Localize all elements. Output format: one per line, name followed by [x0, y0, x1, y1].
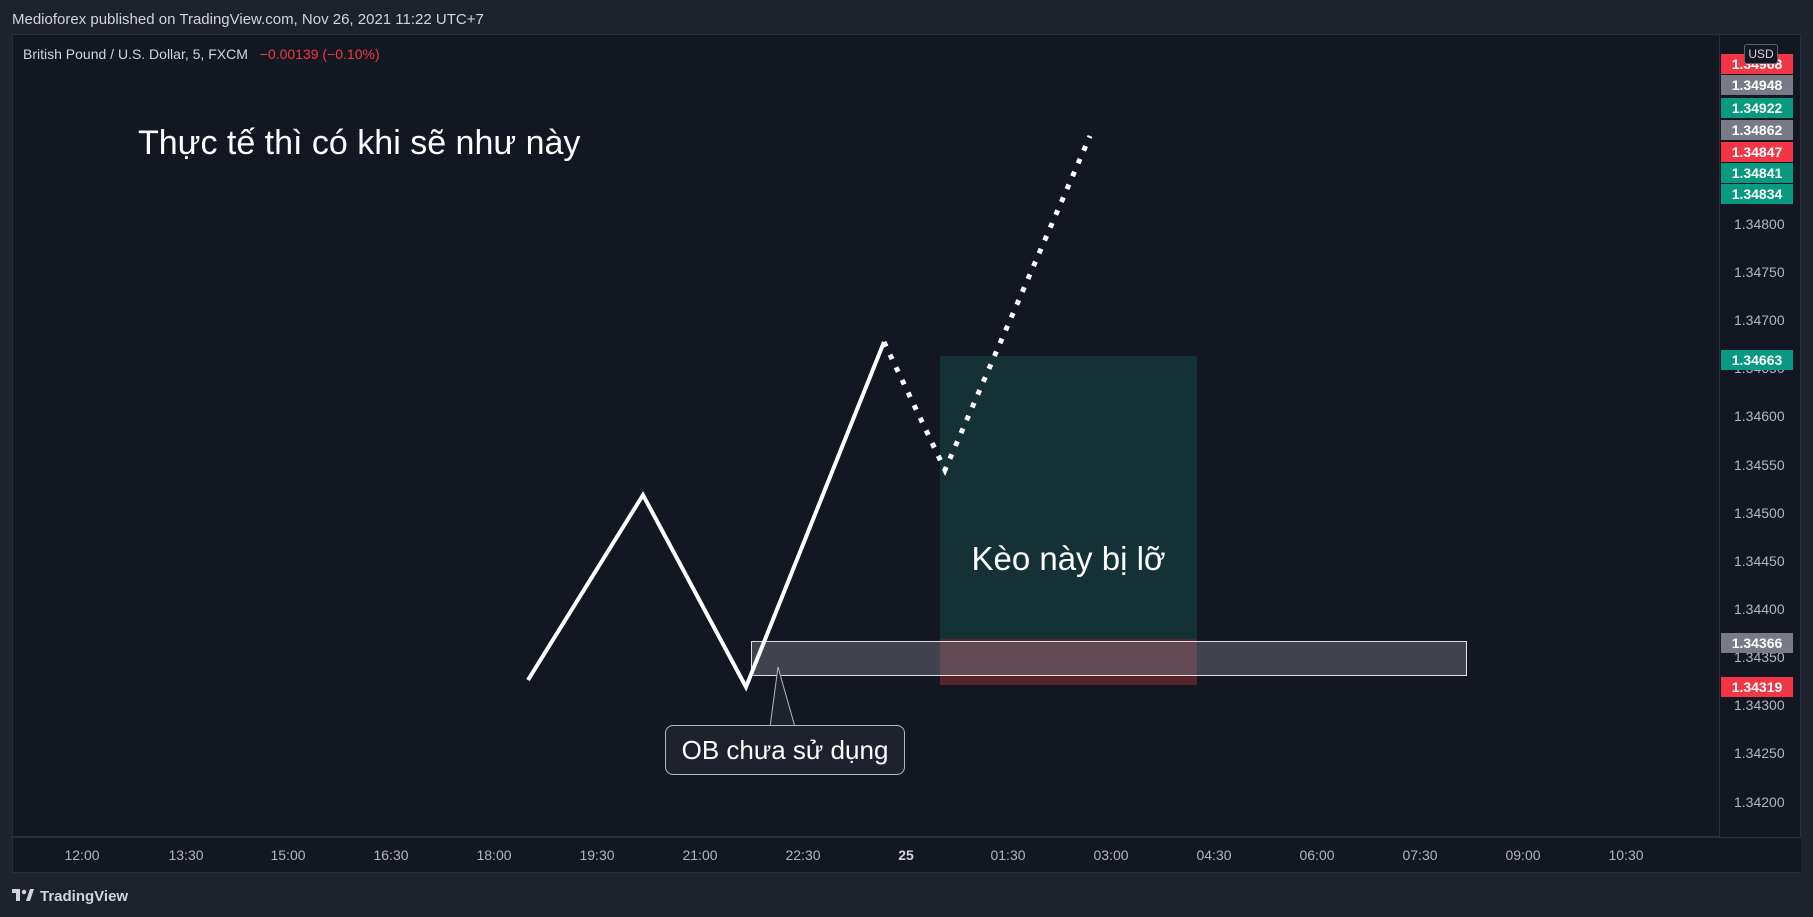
long-position-stop-zone[interactable] [940, 639, 1197, 685]
price-tick: 1.34200 [1734, 794, 1785, 810]
chart-pane[interactable] [12, 34, 1720, 837]
time-tick: 07:30 [1402, 847, 1438, 863]
time-tick: 12:00 [64, 847, 100, 863]
price-path-line[interactable] [526, 341, 886, 692]
time-tick: 13:30 [168, 847, 204, 863]
time-tick: 10:30 [1608, 847, 1644, 863]
price-tag[interactable]: 1.34834 [1721, 184, 1793, 204]
price-tick: 1.34450 [1734, 553, 1785, 569]
chart-heading-text[interactable]: Thực tế thì có khi sẽ như này [138, 124, 581, 162]
price-tick: 1.34250 [1734, 745, 1785, 761]
symbol-change: −0.00139 (−0.10%) [259, 46, 380, 62]
price-tick: 1.34700 [1734, 312, 1785, 328]
time-tick: 18:00 [476, 847, 512, 863]
price-tick: 1.34350 [1734, 649, 1785, 665]
tradingview-logo-icon [12, 889, 34, 901]
price-tag[interactable]: 1.34841 [1721, 163, 1793, 183]
time-axis[interactable] [12, 837, 1801, 873]
price-tick: 1.34400 [1734, 601, 1785, 617]
publish-info: Medioforex published on TradingView.com,… [12, 11, 484, 28]
time-tick: 03:00 [1093, 847, 1129, 863]
price-tick: 1.34800 [1734, 216, 1785, 232]
tradingview-footer[interactable]: TradingView [12, 884, 128, 908]
time-tick: 01:30 [990, 847, 1026, 863]
price-tag[interactable]: 1.34862 [1721, 120, 1793, 140]
price-tick: 1.34300 [1734, 697, 1785, 713]
time-tick: 09:00 [1505, 847, 1541, 863]
time-tick: 25 [898, 847, 914, 863]
currency-badge[interactable]: USD [1744, 44, 1778, 64]
time-tick: 21:00 [682, 847, 718, 863]
symbol-legend[interactable]: British Pound / U.S. Dollar, 5, FXCM −0.… [23, 46, 380, 62]
projected-path-dotted-line[interactable] [881, 135, 1093, 477]
callout-pointer [769, 666, 796, 728]
time-tick: 06:00 [1299, 847, 1335, 863]
time-tick: 16:30 [373, 847, 409, 863]
time-tick: 22:30 [785, 847, 821, 863]
price-tag[interactable]: 1.34366 [1721, 633, 1793, 653]
missed-trade-label[interactable]: Kèo này bị lỡ [971, 540, 1166, 577]
time-tick: 15:00 [270, 847, 306, 863]
price-tag[interactable]: 1.34948 [1721, 75, 1793, 95]
price-tick: 1.34750 [1734, 264, 1785, 280]
ob-callout-label[interactable]: OB chưa sử dụng [665, 725, 905, 775]
price-tag[interactable]: 1.34319 [1721, 677, 1793, 697]
price-tick: 1.34600 [1734, 408, 1785, 424]
price-tag[interactable]: 1.34847 [1721, 142, 1793, 162]
symbol-name: British Pound / U.S. Dollar, 5, FXCM [23, 46, 248, 62]
price-tag[interactable]: 1.34663 [1721, 350, 1793, 370]
long-position-target-zone[interactable] [940, 356, 1197, 639]
time-tick: 19:30 [579, 847, 615, 863]
price-tick: 1.34500 [1734, 505, 1785, 521]
tradingview-brand: TradingView [40, 887, 129, 905]
publish-header: Medioforex published on TradingView.com,… [0, 0, 1813, 34]
order-block-rectangle[interactable] [751, 641, 1467, 676]
price-tick: 1.34550 [1734, 457, 1785, 473]
time-tick: 04:30 [1196, 847, 1232, 863]
price-tag[interactable]: 1.34922 [1721, 98, 1793, 118]
